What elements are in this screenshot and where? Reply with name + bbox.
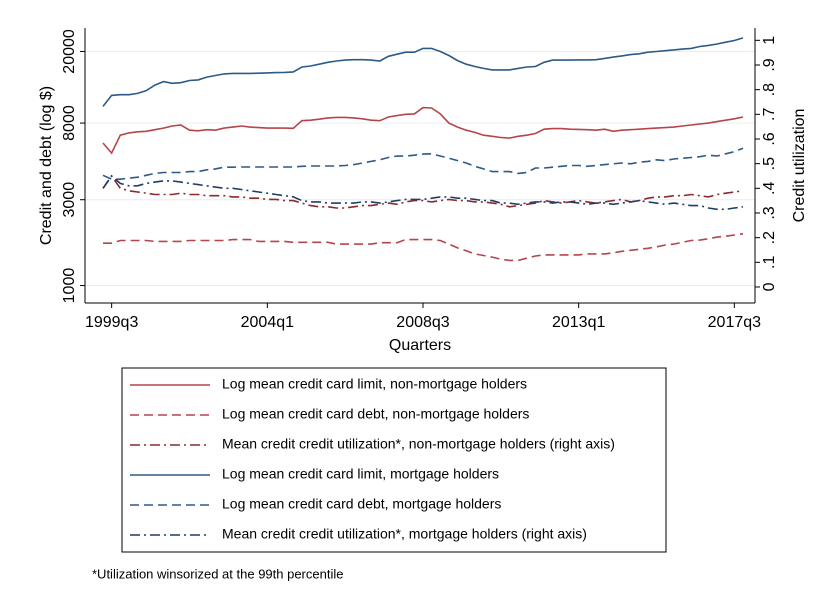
y2-tick-label: .1 xyxy=(761,256,778,269)
x-tick-label: 2004q1 xyxy=(241,314,294,331)
legend-label: Mean credit credit utilization*, non-mor… xyxy=(222,436,615,452)
y2-tick-label: .3 xyxy=(761,206,778,219)
x-tick-label: 2013q1 xyxy=(552,314,605,331)
legend-label: Log mean credit card limit, mortgage hol… xyxy=(222,466,499,482)
x-tick-label: 2008q3 xyxy=(396,314,449,331)
y2-tick-label: .2 xyxy=(761,231,778,244)
y2-tick-label: .6 xyxy=(761,132,778,145)
y2-tick-label: .9 xyxy=(761,58,778,71)
legend-label: Log mean credit card debt, non-mortgage … xyxy=(222,406,529,422)
series-line xyxy=(102,106,744,155)
y2-tick-label: .8 xyxy=(761,83,778,96)
y2-tick-label: .5 xyxy=(761,157,778,170)
y2-tick-label: 0 xyxy=(761,282,778,291)
x-tick-label: 2017q3 xyxy=(708,314,761,331)
y2-tick-label: 1 xyxy=(761,36,778,45)
y2-tick-label: .4 xyxy=(761,182,778,195)
legend-label: Log mean credit card debt, mortgage hold… xyxy=(222,496,501,512)
footnote: *Utilization winsorized at the 99th perc… xyxy=(92,566,343,581)
y2-tick-label: .7 xyxy=(761,108,778,121)
y-tick-label: 3000 xyxy=(61,182,78,218)
legend-label: Log mean credit card limit, non-mortgage… xyxy=(222,376,527,392)
series-line xyxy=(102,37,744,107)
y-tick-label: 1000 xyxy=(61,268,78,304)
y2-axis-title: Credit utilization xyxy=(791,109,808,223)
legend-label: Mean credit credit utilization*, mortgag… xyxy=(222,526,587,542)
y-tick-label: 8000 xyxy=(61,105,78,141)
y-axis-title: Credit and debt (log $) xyxy=(38,86,55,245)
x-tick-label: 1999q3 xyxy=(85,314,138,331)
series-line xyxy=(102,174,744,211)
y-tick-label: 20000 xyxy=(61,29,78,74)
legend-box xyxy=(121,367,667,553)
series-line xyxy=(102,147,744,180)
series-line xyxy=(102,174,744,209)
x-axis-title: Quarters xyxy=(389,337,451,354)
series-line xyxy=(103,233,744,262)
